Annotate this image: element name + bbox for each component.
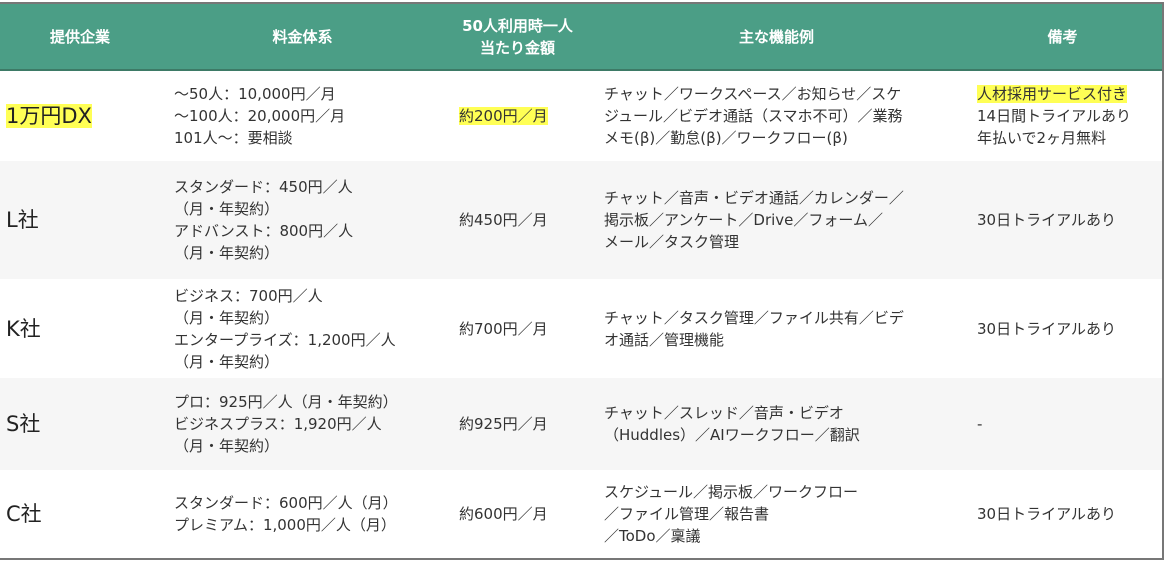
- cell-line: 約600円／月: [459, 505, 548, 523]
- cell-line: 14日間トライアルあり: [977, 107, 1131, 125]
- pricing-cell: スタンダード：600円／人（月） プレミアム：1,000円／人（月）: [160, 470, 445, 558]
- cell-line: チャット／スレッド／音声・ビデオ: [604, 404, 844, 422]
- pricing-cell: スタンダード：450円／人 （月・年契約） アドバンスト：800円／人 （月・年契約）: [160, 161, 445, 279]
- notes-cell: 人材採用サービス付き 14日間トライアルあり 年払いで2ヶ月無料: [963, 70, 1162, 161]
- table-row: C社 スタンダード：600円／人（月） プレミアム：1,000円／人（月） 約600円…: [0, 470, 1162, 558]
- pricing-cell: 〜50人：10,000円／月 〜100人：20,000円／月 101人〜：要相談: [160, 70, 445, 161]
- cell-line: 人材採用サービス付き: [977, 85, 1128, 103]
- cell-line: （月・年契約）: [174, 308, 280, 327]
- notes-cell: 30日トライアルあり: [963, 161, 1162, 279]
- table-row: 1万円DX 〜50人：10,000円／月 〜100人：20,000円／月 101人〜：…: [0, 70, 1162, 161]
- header-pricing: 料金体系: [160, 4, 445, 71]
- cell-line: S社: [6, 412, 41, 436]
- cell-line: 掲示板／アンケート／Drive／フォーム／: [604, 211, 883, 229]
- company-cell: C社: [0, 470, 160, 558]
- header-per-person: 50人利用時一人 当たり金額: [445, 4, 590, 71]
- cell-line: チャット／ワークスペース／お知らせ／スケ: [604, 85, 902, 103]
- header-per-person-line1: 50人利用時一人: [462, 16, 573, 35]
- cell-line: 30日トライアルあり: [977, 505, 1116, 523]
- notes-cell: 30日トライアルあり: [963, 279, 1162, 378]
- features-cell: チャット／音声・ビデオ通話／カレンダー／ 掲示板／アンケート／Drive／フォーム…: [590, 161, 963, 279]
- features-cell: チャット／スレッド／音声・ビデオ （Huddles）／AIワークフロー／翻訳: [590, 378, 963, 470]
- features-cell: チャット／ワークスペース／お知らせ／スケ ジュール／ビデオ通話（スマホ不可）／業務…: [590, 70, 963, 161]
- cell-line: メール／タスク管理: [604, 233, 740, 251]
- cell-line: チャット／音声・ビデオ通話／カレンダー／: [604, 189, 904, 207]
- cell-line: 1万円DX: [6, 104, 92, 128]
- cell-line: 約700円／月: [459, 319, 548, 338]
- table-row: K社 ビジネス：700円／人 （月・年契約） エンタープライズ：1,200円／人 （月・…: [0, 279, 1162, 378]
- cell-line: 約925円／月: [459, 415, 548, 433]
- table-row: S社 プロ：925円／人（月・年契約） ビジネスプラス：1,920円／人 （月・年契約…: [0, 378, 1162, 470]
- notes-cell: 30日トライアルあり: [963, 470, 1162, 558]
- cell-line: プロ：925円／人（月・年契約）: [174, 393, 398, 411]
- pricing-cell: ビジネス：700円／人 （月・年契約） エンタープライズ：1,200円／人 （月・年契…: [160, 279, 445, 378]
- cell-line: （月・年契約）: [174, 437, 280, 455]
- cell-line: エンタープライズ：1,200円／人: [174, 330, 396, 349]
- cell-line: K社: [6, 316, 41, 341]
- cell-line: 〜100人：20,000円／月: [174, 107, 346, 125]
- cell-line: （月・年契約）: [174, 244, 280, 262]
- features-cell: スケジュール／掲示板／ワークフロー ／ファイル管理／報告書 ／ToDo／稟議: [590, 470, 963, 558]
- company-cell: K社: [0, 279, 160, 378]
- cell-line: 30日トライアルあり: [977, 319, 1116, 338]
- cell-line: チャット／タスク管理／ファイル共有／ビデ: [604, 308, 904, 327]
- header-company: 提供企業: [0, 4, 160, 71]
- cell-line: アドバンスト：800円／人: [174, 222, 354, 240]
- cell-line: プレミアム：1,000円／人（月）: [174, 516, 396, 534]
- per-person-cell: 約200円／月: [445, 70, 590, 161]
- comparison-table: 提供企業 料金体系 50人利用時一人 当たり金額 主な機能例 備考 1万円DX 〜5…: [0, 4, 1162, 558]
- per-person-cell: 約925円／月: [445, 378, 590, 470]
- cell-line: 〜50人：10,000円／月: [174, 85, 336, 103]
- cell-line: スタンダード：450円／人: [174, 178, 353, 196]
- cell-line: 年払いで2ヶ月無料: [977, 129, 1107, 147]
- per-person-cell: 約600円／月: [445, 470, 590, 558]
- header-per-person-line2: 当たり金額: [479, 38, 555, 57]
- pricing-cell: プロ：925円／人（月・年契約） ビジネスプラス：1,920円／人 （月・年契約）: [160, 378, 445, 470]
- cell-line: 30日トライアルあり: [977, 211, 1116, 229]
- cell-line: 約450円／月: [459, 211, 548, 229]
- cell-line: スケジュール／掲示板／ワークフロー: [604, 483, 858, 501]
- cell-line: メモ(β)／勤怠(β)／ワークフロー(β): [604, 129, 848, 147]
- cell-line: ／ファイル管理／報告書: [604, 505, 770, 523]
- per-person-cell: 約700円／月: [445, 279, 590, 378]
- company-cell: L社: [0, 161, 160, 279]
- cell-line: スタンダード：600円／人（月）: [174, 494, 398, 512]
- features-cell: チャット／タスク管理／ファイル共有／ビデ オ通話／管理機能: [590, 279, 963, 378]
- cell-line: 101人〜：要相談: [174, 129, 293, 147]
- header-features: 主な機能例: [590, 4, 963, 71]
- cell-line: ジュール／ビデオ通話（スマホ不可）／業務: [604, 107, 903, 125]
- cell-line: 約200円／月: [459, 107, 548, 125]
- cell-line: ビジネスプラス：1,920円／人: [174, 415, 382, 433]
- header-notes: 備考: [963, 4, 1162, 71]
- cell-line: （Huddles）／AIワークフロー／翻訳: [604, 426, 860, 444]
- cell-line: L社: [6, 208, 39, 232]
- cell-line: ビジネス：700円／人: [174, 286, 323, 305]
- company-cell: S社: [0, 378, 160, 470]
- table-row: L社 スタンダード：450円／人 （月・年契約） アドバンスト：800円／人 （月・年契…: [0, 161, 1162, 279]
- cell-line: オ通話／管理機能: [604, 330, 725, 349]
- cell-line: C社: [6, 502, 42, 526]
- cell-line: （月・年契約）: [174, 352, 280, 371]
- header-row: 提供企業 料金体系 50人利用時一人 当たり金額 主な機能例 備考: [0, 4, 1162, 71]
- cell-line: -: [977, 415, 983, 433]
- company-cell: 1万円DX: [0, 70, 160, 161]
- cell-line: （月・年契約）: [174, 200, 280, 218]
- per-person-cell: 約450円／月: [445, 161, 590, 279]
- notes-cell: -: [963, 378, 1162, 470]
- cell-line: ／ToDo／稟議: [604, 527, 701, 545]
